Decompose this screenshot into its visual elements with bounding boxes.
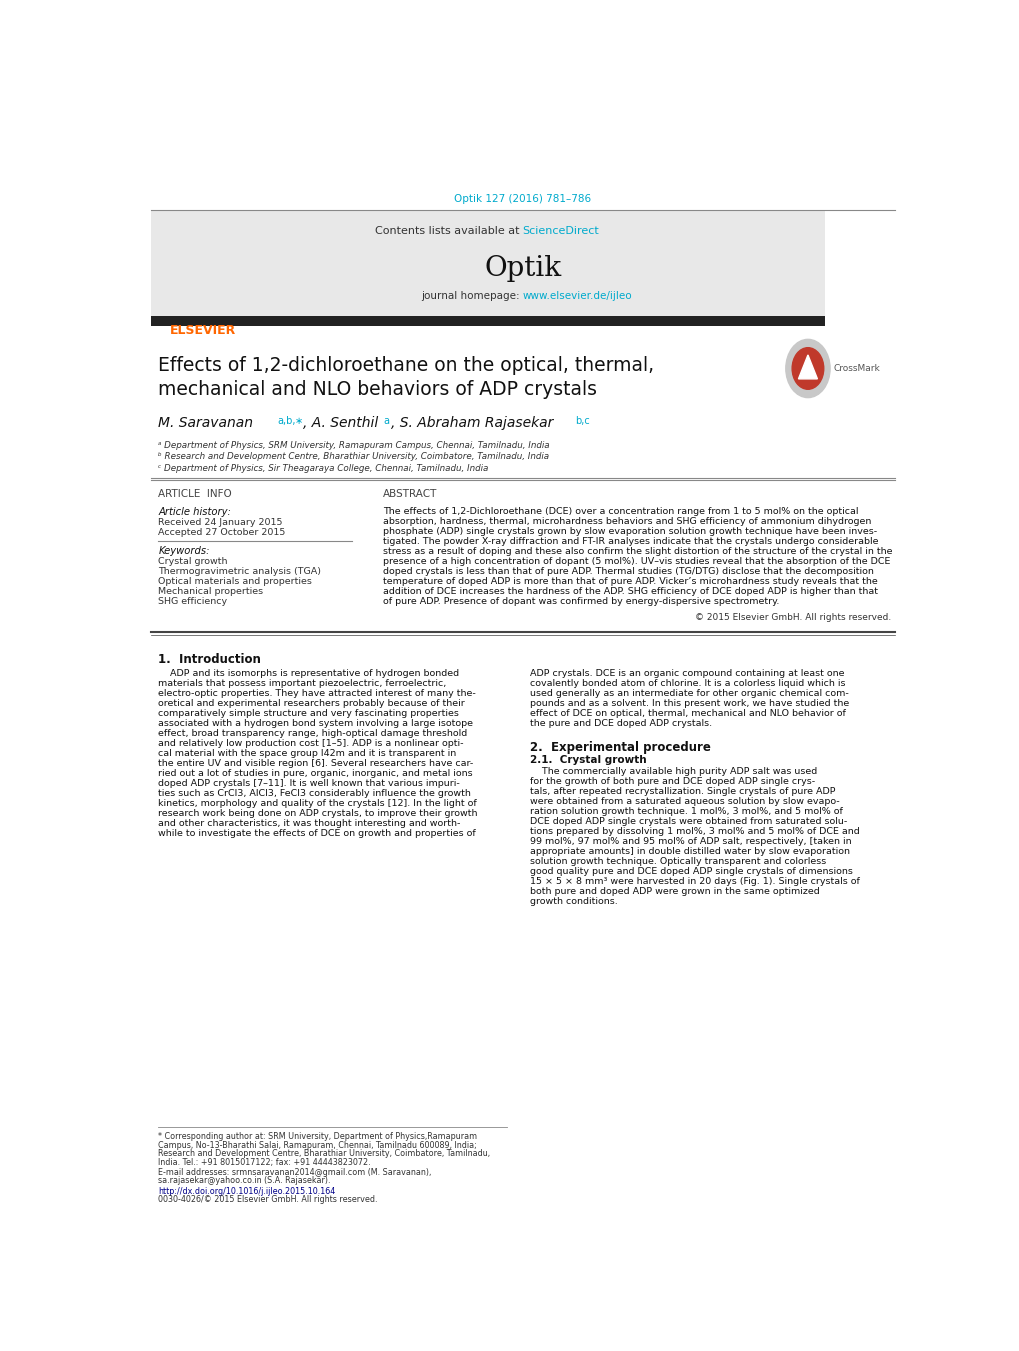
Text: SHG efficiency: SHG efficiency <box>158 597 227 607</box>
Text: ried out a lot of studies in pure, organic, inorganic, and metal ions: ried out a lot of studies in pure, organ… <box>158 769 473 778</box>
Text: solution growth technique. Optically transparent and colorless: solution growth technique. Optically tra… <box>530 857 826 866</box>
Text: tals, after repeated recrystallization. Single crystals of pure ADP: tals, after repeated recrystallization. … <box>530 786 836 796</box>
Text: effect of DCE on optical, thermal, mechanical and NLO behavior of: effect of DCE on optical, thermal, mecha… <box>530 709 846 717</box>
Text: a,b,: a,b, <box>277 416 296 426</box>
Text: temperature of doped ADP is more than that of pure ADP. Vicker’s microhardness s: temperature of doped ADP is more than th… <box>383 577 877 586</box>
Text: M. Saravanan: M. Saravanan <box>158 416 254 430</box>
Text: The commercially available high purity ADP salt was used: The commercially available high purity A… <box>530 766 817 775</box>
Text: mechanical and NLO behaviors of ADP crystals: mechanical and NLO behaviors of ADP crys… <box>158 380 597 399</box>
Text: tigated. The powder X-ray diffraction and FT-IR analyses indicate that the cryst: tigated. The powder X-ray diffraction an… <box>383 538 878 546</box>
Bar <box>151 209 824 316</box>
Text: 99 mol%, 97 mol% and 95 mol% of ADP salt, respectively, [taken in: 99 mol%, 97 mol% and 95 mol% of ADP salt… <box>530 836 851 846</box>
Text: Effects of 1,2-dichloroethane on the optical, thermal,: Effects of 1,2-dichloroethane on the opt… <box>158 357 654 376</box>
Text: stress as a result of doping and these also confirm the slight distortion of the: stress as a result of doping and these a… <box>383 547 892 557</box>
Text: , A. Senthil: , A. Senthil <box>303 416 377 430</box>
Text: sa.rajasekar@yahoo.co.in (S.A. Rajasekar).: sa.rajasekar@yahoo.co.in (S.A. Rajasekar… <box>158 1177 331 1185</box>
Text: phosphate (ADP) single crystals grown by slow evaporation solution growth techni: phosphate (ADP) single crystals grown by… <box>383 527 876 536</box>
Text: of pure ADP. Presence of dopant was confirmed by energy-dispersive spectrometry.: of pure ADP. Presence of dopant was conf… <box>383 597 779 607</box>
Text: tions prepared by dissolving 1 mol%, 3 mol% and 5 mol% of DCE and: tions prepared by dissolving 1 mol%, 3 m… <box>530 827 859 836</box>
Text: ᶜ Department of Physics, Sir Theagaraya College, Chennai, Tamilnadu, India: ᶜ Department of Physics, Sir Theagaraya … <box>158 463 488 473</box>
Text: and relatively low production cost [1–5]. ADP is a nonlinear opti-: and relatively low production cost [1–5]… <box>158 739 464 748</box>
Text: Accepted 27 October 2015: Accepted 27 October 2015 <box>158 528 285 536</box>
Text: cal material with the space group I42m and it is transparent in: cal material with the space group I42m a… <box>158 748 457 758</box>
Text: Mechanical properties: Mechanical properties <box>158 588 263 596</box>
Text: the pure and DCE doped ADP crystals.: the pure and DCE doped ADP crystals. <box>530 719 712 728</box>
Text: comparatively simple structure and very fascinating properties: comparatively simple structure and very … <box>158 709 459 717</box>
Text: ARTICLE  INFO: ARTICLE INFO <box>158 489 232 500</box>
Text: Contents lists available at: Contents lists available at <box>374 226 522 236</box>
Text: © 2015 Elsevier GmbH. All rights reserved.: © 2015 Elsevier GmbH. All rights reserve… <box>694 612 890 621</box>
Text: 2.1.  Crystal growth: 2.1. Crystal growth <box>530 755 646 765</box>
Text: Optik 127 (2016) 781–786: Optik 127 (2016) 781–786 <box>453 195 591 204</box>
Text: Campus, No-13-Bharathi Salai, Ramapuram, Chennai, Tamilnadu 600089, India;: Campus, No-13-Bharathi Salai, Ramapuram,… <box>158 1140 477 1150</box>
Text: 0030-4026/© 2015 Elsevier GmbH. All rights reserved.: 0030-4026/© 2015 Elsevier GmbH. All righ… <box>158 1196 378 1205</box>
Text: appropriate amounts] in double distilled water by slow evaporation: appropriate amounts] in double distilled… <box>530 847 850 855</box>
Text: Research and Development Centre, Bharathiar University, Coimbatore, Tamilnadu,: Research and Development Centre, Bharath… <box>158 1150 490 1158</box>
Text: materials that possess important piezoelectric, ferroelectric,: materials that possess important piezoel… <box>158 678 446 688</box>
Text: and other characteristics, it was thought interesting and worth-: and other characteristics, it was though… <box>158 819 461 828</box>
Text: www.elsevier.de/ijleo: www.elsevier.de/ijleo <box>522 292 632 301</box>
Text: Thermogravimetric analysis (TGA): Thermogravimetric analysis (TGA) <box>158 567 321 576</box>
Text: http://dx.doi.org/10.1016/j.ijleo.2015.10.164: http://dx.doi.org/10.1016/j.ijleo.2015.1… <box>158 1188 335 1196</box>
Circle shape <box>792 347 823 389</box>
Text: ADP and its isomorphs is representative of hydrogen bonded: ADP and its isomorphs is representative … <box>158 669 460 678</box>
Text: ᵃ Department of Physics, SRM University, Ramapuram Campus, Chennai, Tamilnadu, I: ᵃ Department of Physics, SRM University,… <box>158 440 549 450</box>
Text: doped crystals is less than that of pure ADP. Thermal studies (TG/DTG) disclose : doped crystals is less than that of pure… <box>383 567 873 576</box>
Text: good quality pure and DCE doped ADP single crystals of dimensions: good quality pure and DCE doped ADP sing… <box>530 867 853 875</box>
Text: E-mail addresses: srmnsaravanan2014@gmail.com (M. Saravanan),: E-mail addresses: srmnsaravanan2014@gmai… <box>158 1167 431 1177</box>
Text: CrossMark: CrossMark <box>833 363 879 373</box>
Text: research work being done on ADP crystals, to improve their growth: research work being done on ADP crystals… <box>158 809 478 817</box>
Text: ration solution growth technique. 1 mol%, 3 mol%, and 5 mol% of: ration solution growth technique. 1 mol%… <box>530 807 843 816</box>
Text: Optik: Optik <box>484 254 560 281</box>
Text: ABSTRACT: ABSTRACT <box>383 489 437 500</box>
Polygon shape <box>798 355 816 378</box>
Text: * Corresponding author at: SRM University, Department of Physics,Ramapuram: * Corresponding author at: SRM Universit… <box>158 1132 477 1142</box>
Text: Crystal growth: Crystal growth <box>158 557 228 566</box>
Text: oretical and experimental researchers probably because of their: oretical and experimental researchers pr… <box>158 698 465 708</box>
Text: presence of a high concentration of dopant (5 mol%). UV–vis studies reveal that : presence of a high concentration of dopa… <box>383 557 890 566</box>
Text: 2.  Experimental procedure: 2. Experimental procedure <box>530 742 710 754</box>
Text: electro-optic properties. They have attracted interest of many the-: electro-optic properties. They have attr… <box>158 689 476 698</box>
Text: covalently bonded atom of chlorine. It is a colorless liquid which is: covalently bonded atom of chlorine. It i… <box>530 678 845 688</box>
Text: for the growth of both pure and DCE doped ADP single crys-: for the growth of both pure and DCE dope… <box>530 777 815 785</box>
Text: a: a <box>383 416 389 426</box>
Text: Received 24 January 2015: Received 24 January 2015 <box>158 517 282 527</box>
Text: while to investigate the effects of DCE on growth and properties of: while to investigate the effects of DCE … <box>158 830 476 838</box>
Text: b,c: b,c <box>575 416 590 426</box>
Text: ᵇ Research and Development Centre, Bharathiar University, Coimbatore, Tamilnadu,: ᵇ Research and Development Centre, Bhara… <box>158 453 549 462</box>
Text: were obtained from a saturated aqueous solution by slow evapo-: were obtained from a saturated aqueous s… <box>530 797 840 805</box>
Text: Article history:: Article history: <box>158 507 231 517</box>
Text: growth conditions.: growth conditions. <box>530 897 618 905</box>
Text: used generally as an intermediate for other organic chemical com-: used generally as an intermediate for ot… <box>530 689 849 698</box>
Text: both pure and doped ADP were grown in the same optimized: both pure and doped ADP were grown in th… <box>530 886 819 896</box>
Text: ADP crystals. DCE is an organic compound containing at least one: ADP crystals. DCE is an organic compound… <box>530 669 844 678</box>
Text: ∗: ∗ <box>294 416 303 426</box>
Bar <box>151 316 824 326</box>
Text: doped ADP crystals [7–11]. It is well known that various impuri-: doped ADP crystals [7–11]. It is well kn… <box>158 780 460 788</box>
Text: Optical materials and properties: Optical materials and properties <box>158 577 312 586</box>
Text: , S. Abraham Rajasekar: , S. Abraham Rajasekar <box>390 416 553 430</box>
Text: Keywords:: Keywords: <box>158 546 210 557</box>
Text: addition of DCE increases the hardness of the ADP. SHG efficiency of DCE doped A: addition of DCE increases the hardness o… <box>383 588 877 596</box>
Text: absorption, hardness, thermal, microhardness behaviors and SHG efficiency of amm: absorption, hardness, thermal, microhard… <box>383 517 871 526</box>
Text: ties such as CrCl3, AlCl3, FeCl3 considerably influence the growth: ties such as CrCl3, AlCl3, FeCl3 conside… <box>158 789 471 798</box>
Text: ELSEVIER: ELSEVIER <box>170 324 236 336</box>
Text: ScienceDirect: ScienceDirect <box>522 226 599 236</box>
Text: pounds and as a solvent. In this present work, we have studied the: pounds and as a solvent. In this present… <box>530 698 849 708</box>
Text: India. Tel.: +91 8015017122; fax: +91 44443823072.: India. Tel.: +91 8015017122; fax: +91 44… <box>158 1158 371 1167</box>
Text: journal homepage:: journal homepage: <box>421 292 522 301</box>
Text: associated with a hydrogen bond system involving a large isotope: associated with a hydrogen bond system i… <box>158 719 473 728</box>
Text: kinetics, morphology and quality of the crystals [12]. In the light of: kinetics, morphology and quality of the … <box>158 798 477 808</box>
Text: the entire UV and visible region [6]. Several researchers have car-: the entire UV and visible region [6]. Se… <box>158 759 473 767</box>
Text: 15 × 5 × 8 mm³ were harvested in 20 days (Fig. 1). Single crystals of: 15 × 5 × 8 mm³ were harvested in 20 days… <box>530 877 860 886</box>
Circle shape <box>785 339 829 397</box>
Text: 1.  Introduction: 1. Introduction <box>158 654 261 666</box>
Text: effect, broad transparency range, high-optical damage threshold: effect, broad transparency range, high-o… <box>158 728 468 738</box>
Text: The effects of 1,2-Dichloroethane (DCE) over a concentration range from 1 to 5 m: The effects of 1,2-Dichloroethane (DCE) … <box>383 507 858 516</box>
Text: DCE doped ADP single crystals were obtained from saturated solu-: DCE doped ADP single crystals were obtai… <box>530 816 847 825</box>
